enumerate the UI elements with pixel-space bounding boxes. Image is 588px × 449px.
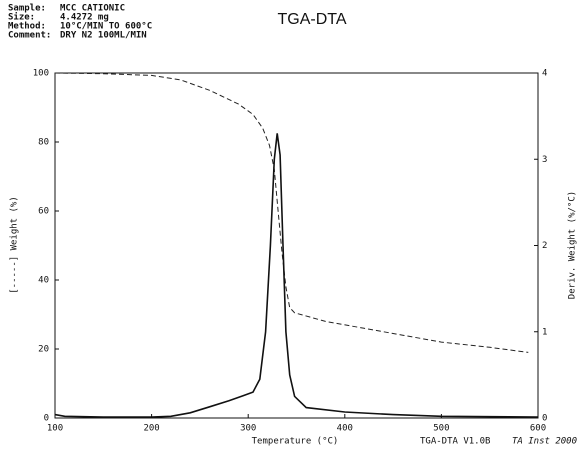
x-tick-label: 500 xyxy=(433,424,449,434)
info-value: 4.4272 mg xyxy=(60,13,109,23)
info-label: Method: xyxy=(8,22,46,32)
x-tick-label: 200 xyxy=(143,424,159,434)
y2-tick-label: 4 xyxy=(542,69,547,79)
chart-title: TGA-DTA xyxy=(277,11,346,28)
y-axis-label: [-----] Weight (%) xyxy=(10,196,20,294)
y2-tick-label: 3 xyxy=(542,155,547,165)
info-label: Sample: xyxy=(8,4,46,14)
info-value: 10°C/MIN TO 600°C xyxy=(60,22,152,32)
x-tick-label: 600 xyxy=(530,424,546,434)
y2-tick-label: 0 xyxy=(542,414,547,424)
y-tick-label: 40 xyxy=(38,276,49,286)
info-label: Size: xyxy=(8,12,35,23)
y-tick-label: 60 xyxy=(38,207,49,217)
y-tick-label: 100 xyxy=(33,69,49,79)
y2-tick-label: 1 xyxy=(542,327,547,337)
x-tick-label: 100 xyxy=(47,424,63,434)
info-value: DRY N2 100ML/MIN xyxy=(60,31,147,41)
y-tick-label: 20 xyxy=(38,345,49,355)
y-tick-label: 80 xyxy=(38,138,49,148)
info-label: Comment: xyxy=(8,31,51,41)
x-axis-label: Temperature (°C) xyxy=(252,437,339,447)
y-tick-label: 0 xyxy=(44,414,49,424)
footer: TGA-DTA V1.0B xyxy=(420,437,490,447)
series-line xyxy=(54,72,529,353)
info-value: MCC CATIONIC xyxy=(60,4,125,14)
footer: TA Inst 2000 xyxy=(512,437,577,447)
y2-axis-label: Deriv. Weight (%/°C) xyxy=(568,191,578,299)
x-tick-label: 400 xyxy=(337,424,353,434)
series-line xyxy=(54,133,539,418)
plot-frame xyxy=(54,72,539,419)
y2-tick-label: 2 xyxy=(542,241,547,251)
x-tick-label: 300 xyxy=(240,424,256,434)
